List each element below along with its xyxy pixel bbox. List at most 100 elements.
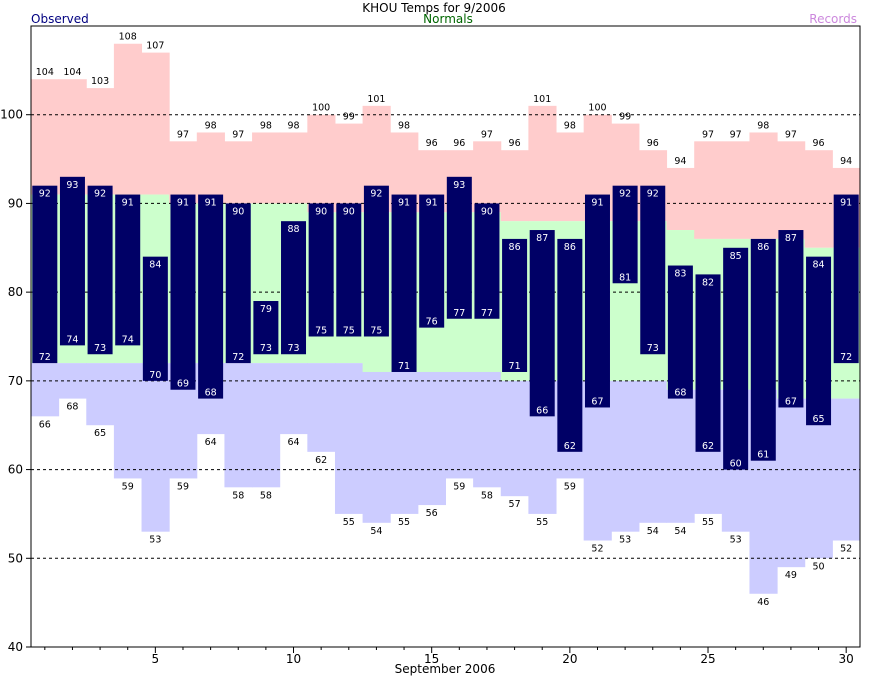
observed-low-label: 73 [260, 343, 272, 354]
observed-high-label: 85 [730, 251, 742, 262]
plot-frame [30, 25, 861, 648]
observed-high-label: 93 [66, 180, 78, 191]
x-tick-label: 5 [152, 652, 160, 666]
record-high-label: 101 [367, 94, 385, 105]
observed-bar [115, 194, 141, 346]
record-low-band [334, 363, 364, 514]
record-high-label: 107 [146, 41, 164, 52]
record-low-label: 54 [674, 526, 686, 537]
record-high-band [58, 79, 87, 195]
record-high-label: 98 [398, 120, 410, 131]
observed-low-label: 75 [370, 326, 382, 337]
record-low-band [417, 371, 446, 506]
record-low-label: 66 [39, 419, 51, 430]
observed-low-label: 75 [343, 326, 355, 337]
observed-bar [363, 185, 389, 337]
y-tick-label: 100 [0, 108, 23, 122]
gridlines [31, 114, 860, 559]
record-low-label: 59 [453, 481, 465, 492]
observed-low-label: 72 [232, 352, 244, 363]
record-high-label: 97 [702, 129, 714, 140]
record-low-label: 52 [840, 544, 852, 555]
observed-high-label: 92 [94, 189, 106, 200]
observed-bar [778, 230, 804, 408]
record-high-label: 96 [813, 138, 825, 149]
observed-high-label: 91 [398, 198, 410, 209]
record-high-band [721, 141, 750, 239]
observed-low-label: 68 [205, 388, 217, 399]
record-low-label: 55 [702, 517, 714, 528]
record-low-label: 54 [647, 526, 659, 537]
observed-low-label: 60 [730, 459, 742, 470]
record-high-label: 104 [36, 67, 54, 78]
observed-bar [723, 247, 749, 470]
observed-low-label: 72 [840, 352, 852, 363]
observed-low-label: 68 [674, 388, 686, 399]
y-tick-label: 60 [8, 463, 23, 477]
observed-low-label: 74 [122, 334, 134, 345]
observed-bar [170, 194, 196, 390]
value-labels: 104 66 92 72 104 68 93 74 103 65 92 73 108 59 91 74 107 5… [36, 32, 852, 608]
observed-bar [446, 176, 472, 319]
observed-high-label: 79 [260, 304, 272, 315]
observed-high-label: 91 [205, 198, 217, 209]
record-high-band [556, 132, 585, 222]
record-low-band [279, 363, 308, 435]
observed-high-label: 90 [232, 206, 244, 217]
record-low-band [666, 389, 695, 523]
observed-bar [59, 176, 85, 346]
legend-observed: Observed [31, 12, 89, 26]
observed-high-label: 83 [674, 269, 686, 280]
x-tick-label: 25 [700, 652, 715, 666]
observed-low-label: 71 [509, 361, 521, 372]
record-high-band [169, 141, 198, 204]
observed-high-label: 84 [149, 260, 161, 271]
observed-high-label: 91 [177, 198, 189, 209]
record-high-label: 99 [619, 112, 631, 123]
record-low-band [86, 363, 115, 426]
observed-low-label: 72 [39, 352, 51, 363]
observed-bar [833, 194, 859, 364]
record-low-label: 52 [591, 544, 603, 555]
record-low-band [224, 363, 253, 488]
observed-high-label: 84 [813, 260, 825, 271]
observed-high-label: 86 [757, 242, 769, 253]
record-low-label: 55 [536, 517, 548, 528]
record-low-band [307, 363, 336, 452]
y-tick-label: 50 [8, 551, 23, 565]
observed-low-label: 73 [94, 343, 106, 354]
chart-title: KHOU Temps for 9/2006 [362, 1, 506, 15]
observed-bar [529, 230, 555, 417]
observed-bar [142, 256, 168, 381]
record-low-label: 62 [315, 455, 327, 466]
record-high-label: 96 [509, 138, 521, 149]
observed-low-label: 73 [647, 343, 659, 354]
observed-bars [32, 176, 859, 470]
record-low-label: 58 [260, 490, 272, 501]
record-low-label: 68 [66, 402, 78, 413]
observed-bar [667, 265, 693, 399]
observed-high-label: 88 [287, 224, 299, 235]
observed-high-label: 92 [39, 189, 51, 200]
observed-low-label: 70 [149, 370, 161, 381]
record-high-band [31, 79, 60, 195]
record-high-band [804, 150, 833, 248]
observed-low-label: 69 [177, 379, 189, 390]
observed-high-label: 93 [453, 180, 465, 191]
observed-low-label: 65 [813, 414, 825, 425]
x-tick-label: 15 [424, 652, 439, 666]
record-low-band [113, 363, 143, 479]
record-high-label: 97 [177, 129, 189, 140]
record-high-band [113, 43, 143, 195]
observed-bar [336, 203, 362, 337]
record-low-label: 49 [785, 570, 797, 581]
observed-low-label: 71 [398, 361, 410, 372]
observed-low-label: 77 [453, 308, 465, 319]
axes: 40 50 60 70 80 90 100 5 10 15 20 25 30 [0, 108, 854, 666]
record-low-label: 55 [343, 517, 355, 528]
observed-high-label: 86 [564, 242, 576, 253]
observed-bar [584, 194, 610, 408]
observed-low-label: 61 [757, 450, 769, 461]
record-low-band [611, 380, 640, 532]
